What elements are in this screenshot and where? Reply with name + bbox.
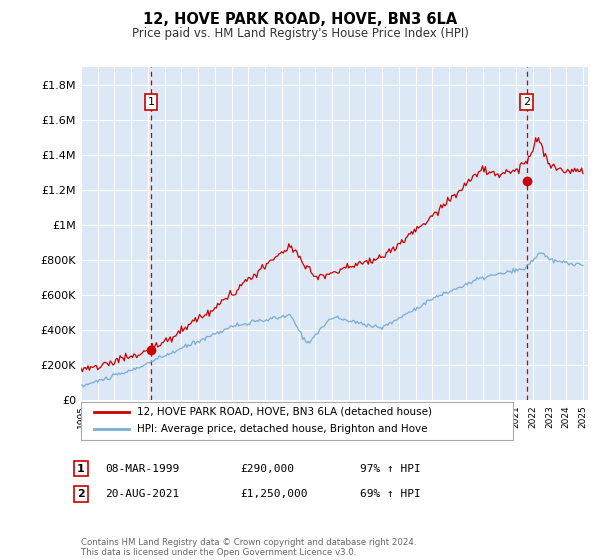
Text: 97% ↑ HPI: 97% ↑ HPI bbox=[360, 464, 421, 474]
Text: 2: 2 bbox=[77, 489, 85, 499]
Text: 12, HOVE PARK ROAD, HOVE, BN3 6LA: 12, HOVE PARK ROAD, HOVE, BN3 6LA bbox=[143, 12, 457, 27]
Text: 12, HOVE PARK ROAD, HOVE, BN3 6LA (detached house): 12, HOVE PARK ROAD, HOVE, BN3 6LA (detac… bbox=[137, 407, 432, 417]
Text: 1: 1 bbox=[148, 97, 154, 108]
Text: 08-MAR-1999: 08-MAR-1999 bbox=[105, 464, 179, 474]
Text: 20-AUG-2021: 20-AUG-2021 bbox=[105, 489, 179, 499]
Text: £1,250,000: £1,250,000 bbox=[240, 489, 308, 499]
Text: £290,000: £290,000 bbox=[240, 464, 294, 474]
Text: 69% ↑ HPI: 69% ↑ HPI bbox=[360, 489, 421, 499]
Text: 1: 1 bbox=[77, 464, 85, 474]
Text: 2: 2 bbox=[523, 97, 530, 108]
Text: HPI: Average price, detached house, Brighton and Hove: HPI: Average price, detached house, Brig… bbox=[137, 424, 428, 435]
Text: Price paid vs. HM Land Registry's House Price Index (HPI): Price paid vs. HM Land Registry's House … bbox=[131, 27, 469, 40]
Text: Contains HM Land Registry data © Crown copyright and database right 2024.
This d: Contains HM Land Registry data © Crown c… bbox=[81, 538, 416, 557]
